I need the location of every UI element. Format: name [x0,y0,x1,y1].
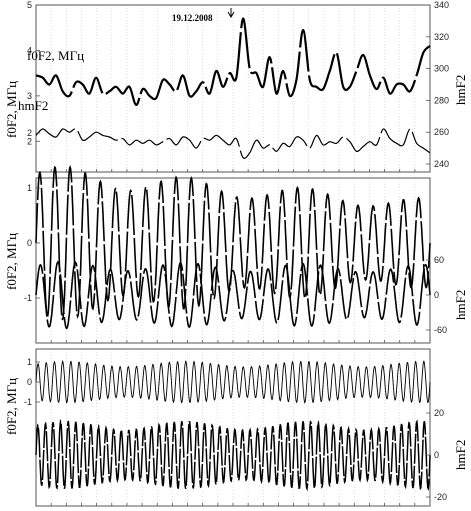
y-tick-label-right: 0 [434,290,439,300]
y-tick-label-left: 1 [27,183,32,193]
panel2-right-axis-label: hmF2 [453,290,468,320]
hmf2-series-line [35,128,431,159]
panel3-right-axis-label: hmF2 [453,440,468,470]
y-tick-label-right: 240 [434,159,449,169]
panel2-f0f2-line [35,164,431,321]
y-tick-label-right: 260 [434,127,449,137]
panel2-hmf2-line [35,260,431,330]
panel3-f0f2-line [35,359,431,405]
f0f2-series-label: f0F2, МГц [27,48,84,63]
y-tick-label-left: 3 [27,91,32,101]
y-tick-label-right: 60 [434,255,444,265]
panel3-hmf2-line [35,418,431,492]
y-tick-label-left: 2 [27,128,32,138]
date-arrow [227,8,235,18]
y-tick-label-right: 340 [434,0,449,10]
panel2-left-axis-label: f0F2, МГц [4,233,19,290]
y-tick-label-right: -20 [434,492,447,502]
panel1-right-axis-label: hmF2 [453,75,468,105]
y-tick-label-right: -60 [434,325,447,335]
y-tick-label-left: 0 [27,377,32,387]
y-tick-label-left: 2 [27,136,32,146]
y-tick-label-left: 4 [27,45,32,55]
y-tick-label-left: -1 [24,397,32,407]
y-tick-label-right: 300 [434,64,449,74]
hmf2-series-label: hmF2 [18,98,48,113]
panel1-left-axis-label: f0F2, МГц [4,81,19,138]
y-tick-label-right: 0 [434,450,439,460]
y-tick-label-left: 0 [27,238,32,248]
date-annotation: 19.12.2008 [172,13,213,23]
y-tick-label-right: 320 [434,32,449,42]
y-tick-label-right: 280 [434,95,449,105]
f0f2-series-line [35,17,431,107]
y-tick-label-left: 1 [27,357,32,367]
y-tick-label-right: 20 [434,408,444,418]
panel3-left-axis-label: f0F2, МГц [4,378,19,435]
y-tick-label-left: -1 [24,293,32,303]
y-tick-label-left: 5 [27,0,32,10]
